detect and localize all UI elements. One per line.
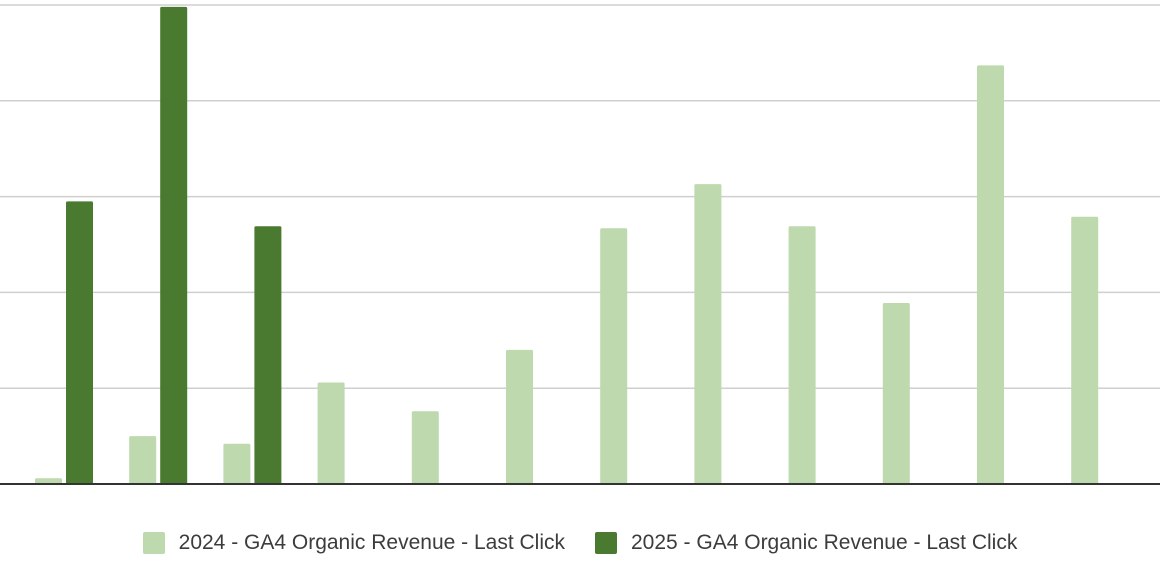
legend-swatch-2025 bbox=[595, 532, 617, 554]
bar-series1-item9[interactable] bbox=[788, 226, 816, 484]
gridlines bbox=[0, 4, 1160, 389]
bars bbox=[35, 6, 1099, 485]
legend-item-2025[interactable]: 2025 - GA4 Organic Revenue - Last Click bbox=[595, 531, 1017, 555]
bar-series1-item6[interactable] bbox=[506, 349, 533, 484]
bar-series1-item1[interactable] bbox=[35, 478, 62, 484]
legend-label-2025: 2025 - GA4 Organic Revenue - Last Click bbox=[631, 531, 1018, 554]
bar-series1-item2[interactable] bbox=[129, 436, 157, 484]
bar-series1-item7[interactable] bbox=[600, 228, 628, 484]
bar-series2-item2[interactable] bbox=[160, 6, 188, 485]
legend-swatch-2024 bbox=[142, 532, 165, 554]
legend-item-2024[interactable]: 2024 - GA4 Organic Revenue - Last Click bbox=[142, 531, 565, 555]
bar-series2-item3[interactable] bbox=[254, 226, 282, 484]
bar-series1-item4[interactable] bbox=[317, 382, 345, 484]
bar-series1-item3[interactable] bbox=[223, 443, 251, 484]
legend-label-2024: 2024 - GA4 Organic Revenue - Last Click bbox=[178, 531, 565, 554]
bar-series2-item1[interactable] bbox=[66, 201, 93, 484]
bar-series1-item5[interactable] bbox=[411, 411, 439, 484]
bar-series1-item12[interactable] bbox=[1071, 216, 1099, 484]
bar-series1-item10[interactable] bbox=[882, 302, 910, 484]
legend: 2024 - GA4 Organic Revenue - Last Click … bbox=[0, 526, 1160, 560]
bar-series1-item8[interactable] bbox=[694, 184, 722, 484]
bar-series1-item11[interactable] bbox=[977, 65, 1004, 484]
